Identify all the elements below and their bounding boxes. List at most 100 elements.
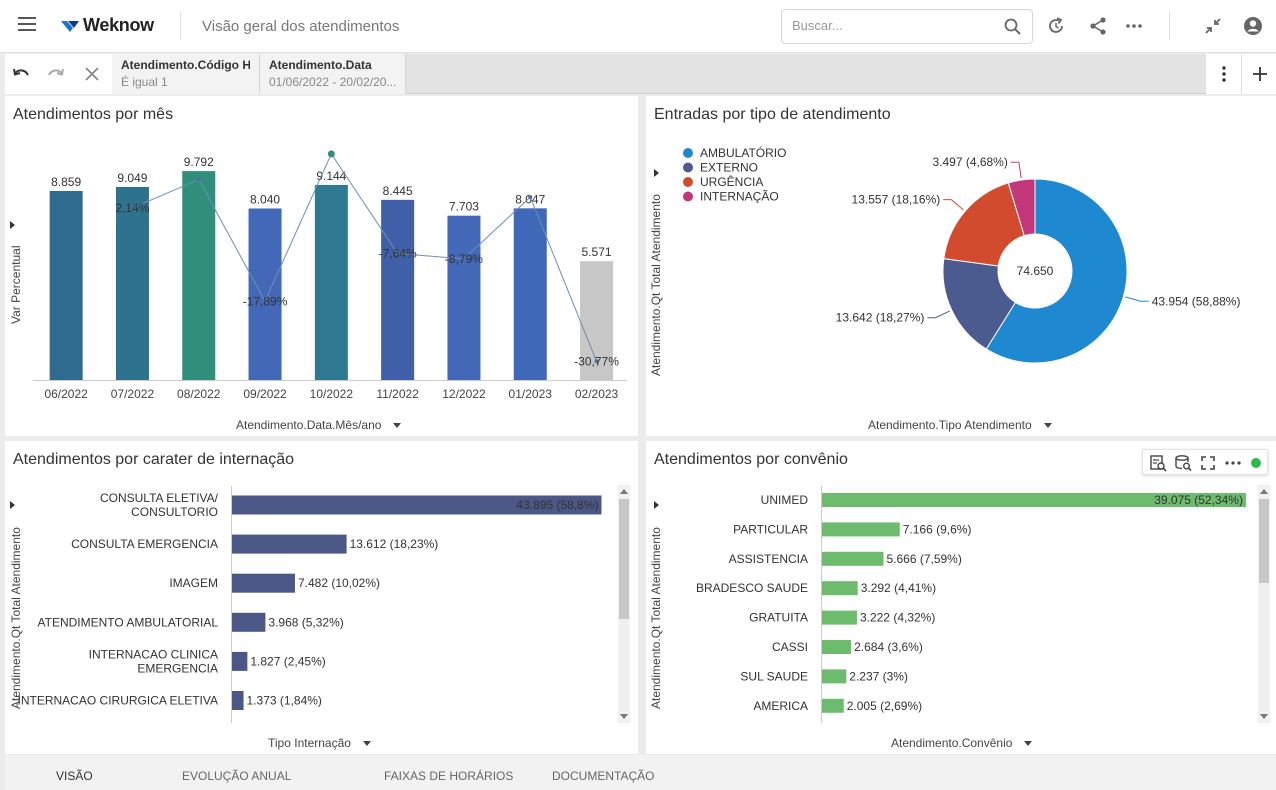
undo-icon[interactable] (11, 64, 31, 84)
x-axis-dropdown[interactable]: Atendimento.Convênio (891, 736, 1033, 750)
slice-leader-line (943, 199, 964, 211)
tab-evolucao-anual[interactable]: EVOLUÇÃO ANUAL (182, 769, 292, 783)
line-point (263, 299, 268, 304)
tab-visao[interactable]: VISÃO (56, 769, 93, 783)
menu-icon[interactable] (18, 17, 36, 31)
chevron-down-icon (393, 423, 402, 429)
line-peak-point (327, 150, 335, 158)
panel-internacao: Atendimentos por carater de internação A… (5, 441, 638, 754)
line-value-label: -30,77% (574, 354, 619, 368)
line-value-label: -8,79% (445, 252, 483, 266)
line-point (130, 205, 135, 210)
category-label: BRADESCO SAUDE (696, 581, 808, 595)
category-label: INTERNACAO CIRURGICA ELETIVA (18, 694, 218, 708)
tab-faixas-horarios[interactable]: FAIXAS DE HORÁRIOS (384, 769, 514, 783)
filter-chip-data[interactable]: Atendimento.Data 01/06/2022 - 20/02/20..… (260, 54, 406, 94)
x-axis-dropdown[interactable]: Atendimento.Tipo Atendimento (868, 418, 1052, 432)
tab-documentacao[interactable]: DOCUMENTAÇÃO (552, 769, 655, 783)
filter-chip-title: Atendimento.Código H... (121, 58, 250, 72)
legend-swatch (683, 162, 693, 173)
bar-row (822, 698, 844, 713)
bar-value-label: 2.684 (3,6%) (854, 640, 923, 654)
query-icon[interactable] (1174, 454, 1192, 472)
panel-title: Atendimentos por carater de internação (13, 451, 295, 468)
panel-title: Atendimentos por mês (13, 106, 174, 123)
divider (180, 12, 181, 40)
bar-row (822, 493, 1246, 507)
share-icon[interactable] (1088, 16, 1108, 36)
x-axis-dropdown[interactable]: Atendimento.Data.Mês/ano (236, 418, 402, 432)
scroll-up-icon[interactable] (620, 489, 628, 494)
legend-label: AMBULATÓRIO (700, 145, 786, 160)
divider (1169, 12, 1170, 40)
scrollbar[interactable] (1258, 485, 1270, 723)
category-label: ASSISTENCIA (729, 552, 808, 566)
category-label: ATENDIMENTO AMBULATORIAL (38, 615, 219, 629)
add-filter-icon[interactable] (1250, 64, 1270, 84)
search-input[interactable] (792, 18, 992, 33)
bar-value-label: 8.047 (515, 192, 545, 206)
category-label: IMAGEM (169, 576, 218, 590)
slice-leader-line (927, 310, 951, 319)
filter-chip-value: É igual 1 (121, 75, 168, 89)
slice-label: 13.557 (18,16%) (852, 193, 941, 207)
bar-row (822, 551, 884, 566)
slice-EXTERNO (942, 258, 1017, 350)
bar-08/2022 (182, 171, 216, 380)
bar-value-label: 9.792 (184, 155, 214, 169)
bar-07/2022 (115, 186, 149, 380)
line-point (528, 195, 533, 200)
collapse-icon[interactable] (1203, 16, 1223, 36)
bar-value-label: 2.005 (2,69%) (847, 699, 922, 713)
expand-axis-icon[interactable] (654, 501, 659, 509)
legend-label: URGÊNCIA (700, 174, 763, 189)
user-avatar-icon[interactable] (1243, 16, 1263, 36)
x-axis-dropdown-label: Atendimento.Tipo Atendimento (868, 418, 1032, 432)
search-box (781, 9, 1033, 44)
clear-filters-icon[interactable] (82, 64, 102, 84)
bar-value-label: 1.827 (2,45%) (250, 654, 325, 668)
bar-06/2022 (49, 191, 83, 380)
panel-convenio: Atendimentos por convênio Atendimento.Qt… (646, 441, 1276, 754)
bar-row (232, 691, 244, 710)
slice-AMBULATÓRIO (985, 178, 1128, 364)
status-dot-icon (1251, 458, 1261, 468)
category-label: CASSI (772, 640, 808, 654)
search-icon[interactable] (1004, 18, 1022, 36)
bar-value-label: 7.482 (10,02%) (298, 576, 380, 590)
scrollbar[interactable] (618, 485, 630, 723)
fullscreen-icon[interactable] (1199, 454, 1217, 472)
scrollbar-thumb[interactable] (1259, 499, 1269, 583)
scroll-down-icon[interactable] (1260, 714, 1268, 719)
page-title: Visão geral dos atendimentos (202, 18, 400, 35)
x-tick-label: 12/2022 (442, 387, 486, 401)
more-options-icon[interactable] (1224, 454, 1242, 472)
filter-bar-right (1206, 54, 1276, 94)
bar-09/2022 (248, 208, 282, 380)
more-options-icon[interactable] (1124, 16, 1144, 36)
refresh-icon[interactable] (1046, 16, 1066, 36)
status-dot (1251, 458, 1261, 468)
category-label: CONSULTA ELETIVA/ (100, 491, 219, 505)
expand-axis-icon[interactable] (10, 221, 15, 229)
bottom-tabs: VISÃO EVOLUÇÃO ANUAL FAIXAS DE HORÁRIOS … (5, 755, 1276, 790)
filter-chip-codigo[interactable]: Atendimento.Código H... É igual 1 (112, 54, 260, 94)
redo-icon[interactable] (46, 64, 66, 84)
slice-URGÊNCIA (943, 182, 1025, 267)
slice-label: 3.497 (4,68%) (932, 155, 1007, 169)
scroll-down-icon[interactable] (620, 714, 628, 719)
x-axis-dropdown[interactable]: Tipo Internação (268, 736, 371, 750)
divider (1241, 54, 1242, 94)
scrollbar-thumb[interactable] (619, 499, 629, 619)
inspect-data-icon[interactable] (1149, 454, 1167, 472)
slice-INTERNAÇÃO (1007, 178, 1036, 237)
scroll-up-icon[interactable] (1260, 489, 1268, 494)
line-value-label: -7,64% (379, 247, 417, 261)
chevron-down-icon (1043, 423, 1052, 429)
vertical-more-icon[interactable] (1214, 64, 1234, 84)
expand-axis-icon[interactable] (654, 169, 659, 177)
monthly-chart: 8.859 06/2022 9.049 07/2022 9.792 08/2022 8.04… (33, 150, 627, 401)
expand-axis-icon[interactable] (10, 501, 15, 509)
brand-logo[interactable]: Weknow (60, 15, 154, 36)
